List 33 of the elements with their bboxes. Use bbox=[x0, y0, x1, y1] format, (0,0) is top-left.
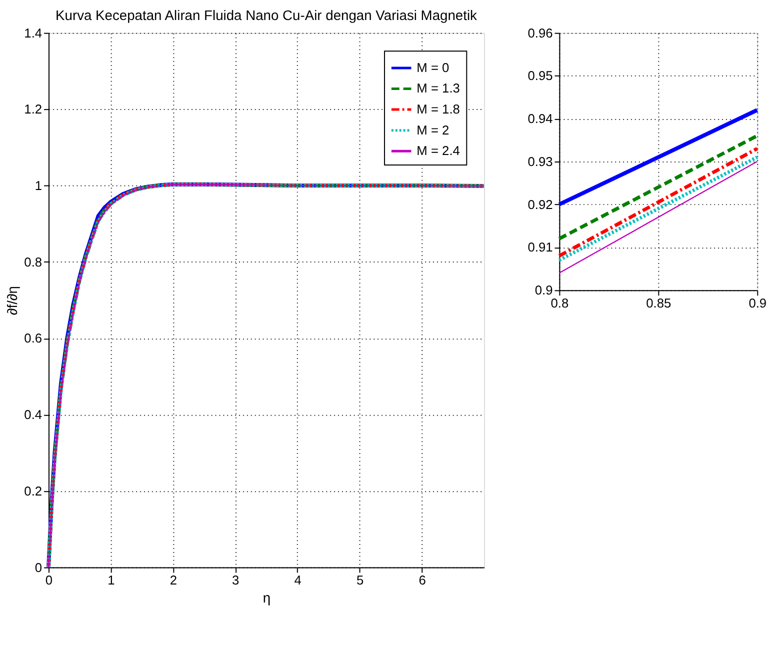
y-tick-label: 0.91 bbox=[528, 240, 553, 255]
y-tick-label: 1 bbox=[34, 178, 42, 193]
x-tick-label: 2 bbox=[170, 572, 177, 588]
chart-title: Kurva Kecepatan Aliran Fluida Nano Cu-Air dengan Variasi Magnetik bbox=[56, 6, 478, 23]
x-tick-label: 0.8 bbox=[550, 295, 569, 310]
y-tick-label: 0.6 bbox=[24, 330, 42, 346]
y-tick-label: 1.4 bbox=[24, 25, 42, 40]
y-tick-label: 0.4 bbox=[24, 407, 42, 422]
x-tick-label: 5 bbox=[356, 572, 364, 588]
y-tick-label: 0.93 bbox=[528, 154, 553, 169]
y-tick-label: 0.9 bbox=[534, 282, 553, 298]
x-axis-title: η bbox=[262, 589, 271, 606]
x-tick-label: 6 bbox=[418, 572, 426, 588]
y-tick-label: 0 bbox=[34, 560, 42, 575]
x-tick-label: 0 bbox=[45, 572, 53, 588]
y-tick-label: 0.92 bbox=[528, 196, 553, 212]
x-tick-label: 0.9 bbox=[748, 295, 767, 310]
y-tick-label: 1.2 bbox=[24, 102, 42, 117]
legend-label: M = 2 bbox=[416, 122, 450, 138]
legend-label: M = 0 bbox=[416, 60, 450, 75]
legend-label: M = 1.8 bbox=[416, 102, 460, 117]
y-axis-title: ∂f/∂η bbox=[4, 286, 20, 316]
x-tick-label: 0.85 bbox=[646, 295, 672, 310]
y-tick-label: 0.8 bbox=[24, 254, 42, 270]
y-tick-label: 0.2 bbox=[24, 483, 42, 498]
x-tick-label: 1 bbox=[108, 572, 115, 588]
legend-label: M = 2.4 bbox=[416, 143, 460, 158]
legend-label: M = 1.3 bbox=[416, 80, 460, 96]
x-tick-label: 3 bbox=[232, 572, 240, 588]
y-tick-label: 0.96 bbox=[528, 25, 553, 40]
y-tick-label: 0.94 bbox=[528, 111, 553, 126]
x-tick-label: 4 bbox=[294, 572, 302, 588]
y-tick-label: 0.95 bbox=[528, 68, 553, 84]
